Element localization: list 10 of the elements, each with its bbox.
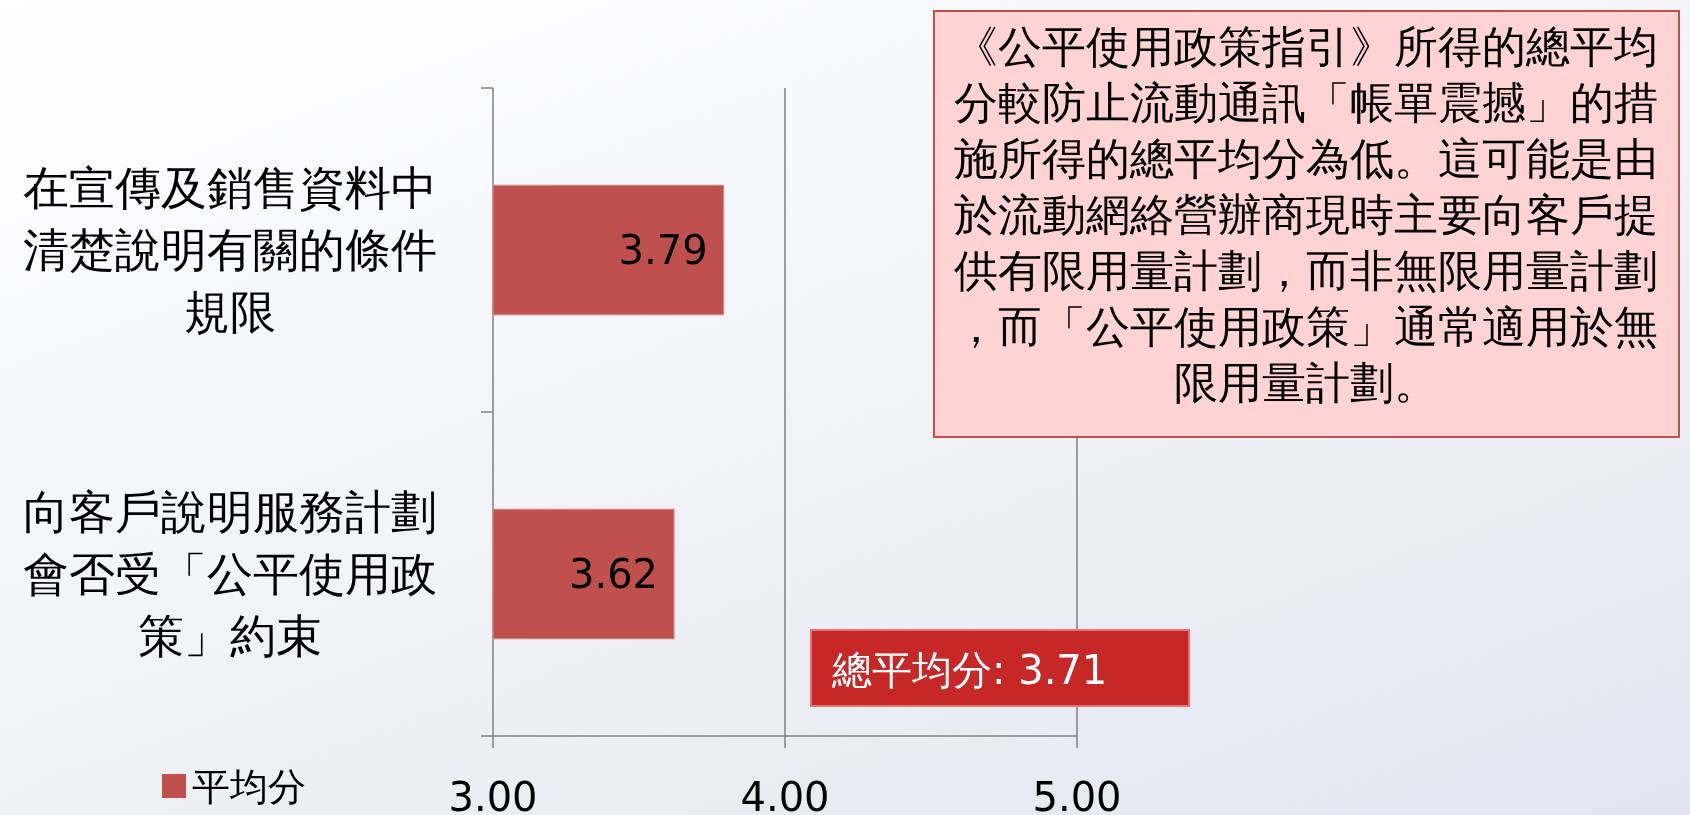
x-tick-label: 5.00 — [1032, 774, 1122, 815]
annotation: 《公平使用政策指引》所得的總平均分較防止流動通訊「帳單震撼」的措施所得的總平均分為低。這可能是由於流動網絡營辦商現時主要向客戶提供有限用量計劃，而非無限用量計劃，而「公平使用政策」通常適用於無限用量計劃。 — [954, 21, 1658, 408]
legend: 平均分 — [162, 765, 306, 809]
y-tick-label: 向客戶說明服務計劃會否受「公平使用政策」約束 — [23, 485, 437, 663]
x-tick-label: 3.00 — [448, 774, 538, 815]
y-tick-label: 在宣傳及銷售資料中清楚說明有關的條件規限 — [23, 161, 437, 339]
data-label: 3.62 — [568, 551, 659, 597]
x-tick-label: 4.00 — [740, 774, 830, 815]
annotation: 總平均分: 3.71 — [831, 647, 1108, 693]
data-label: 3.79 — [618, 227, 708, 273]
